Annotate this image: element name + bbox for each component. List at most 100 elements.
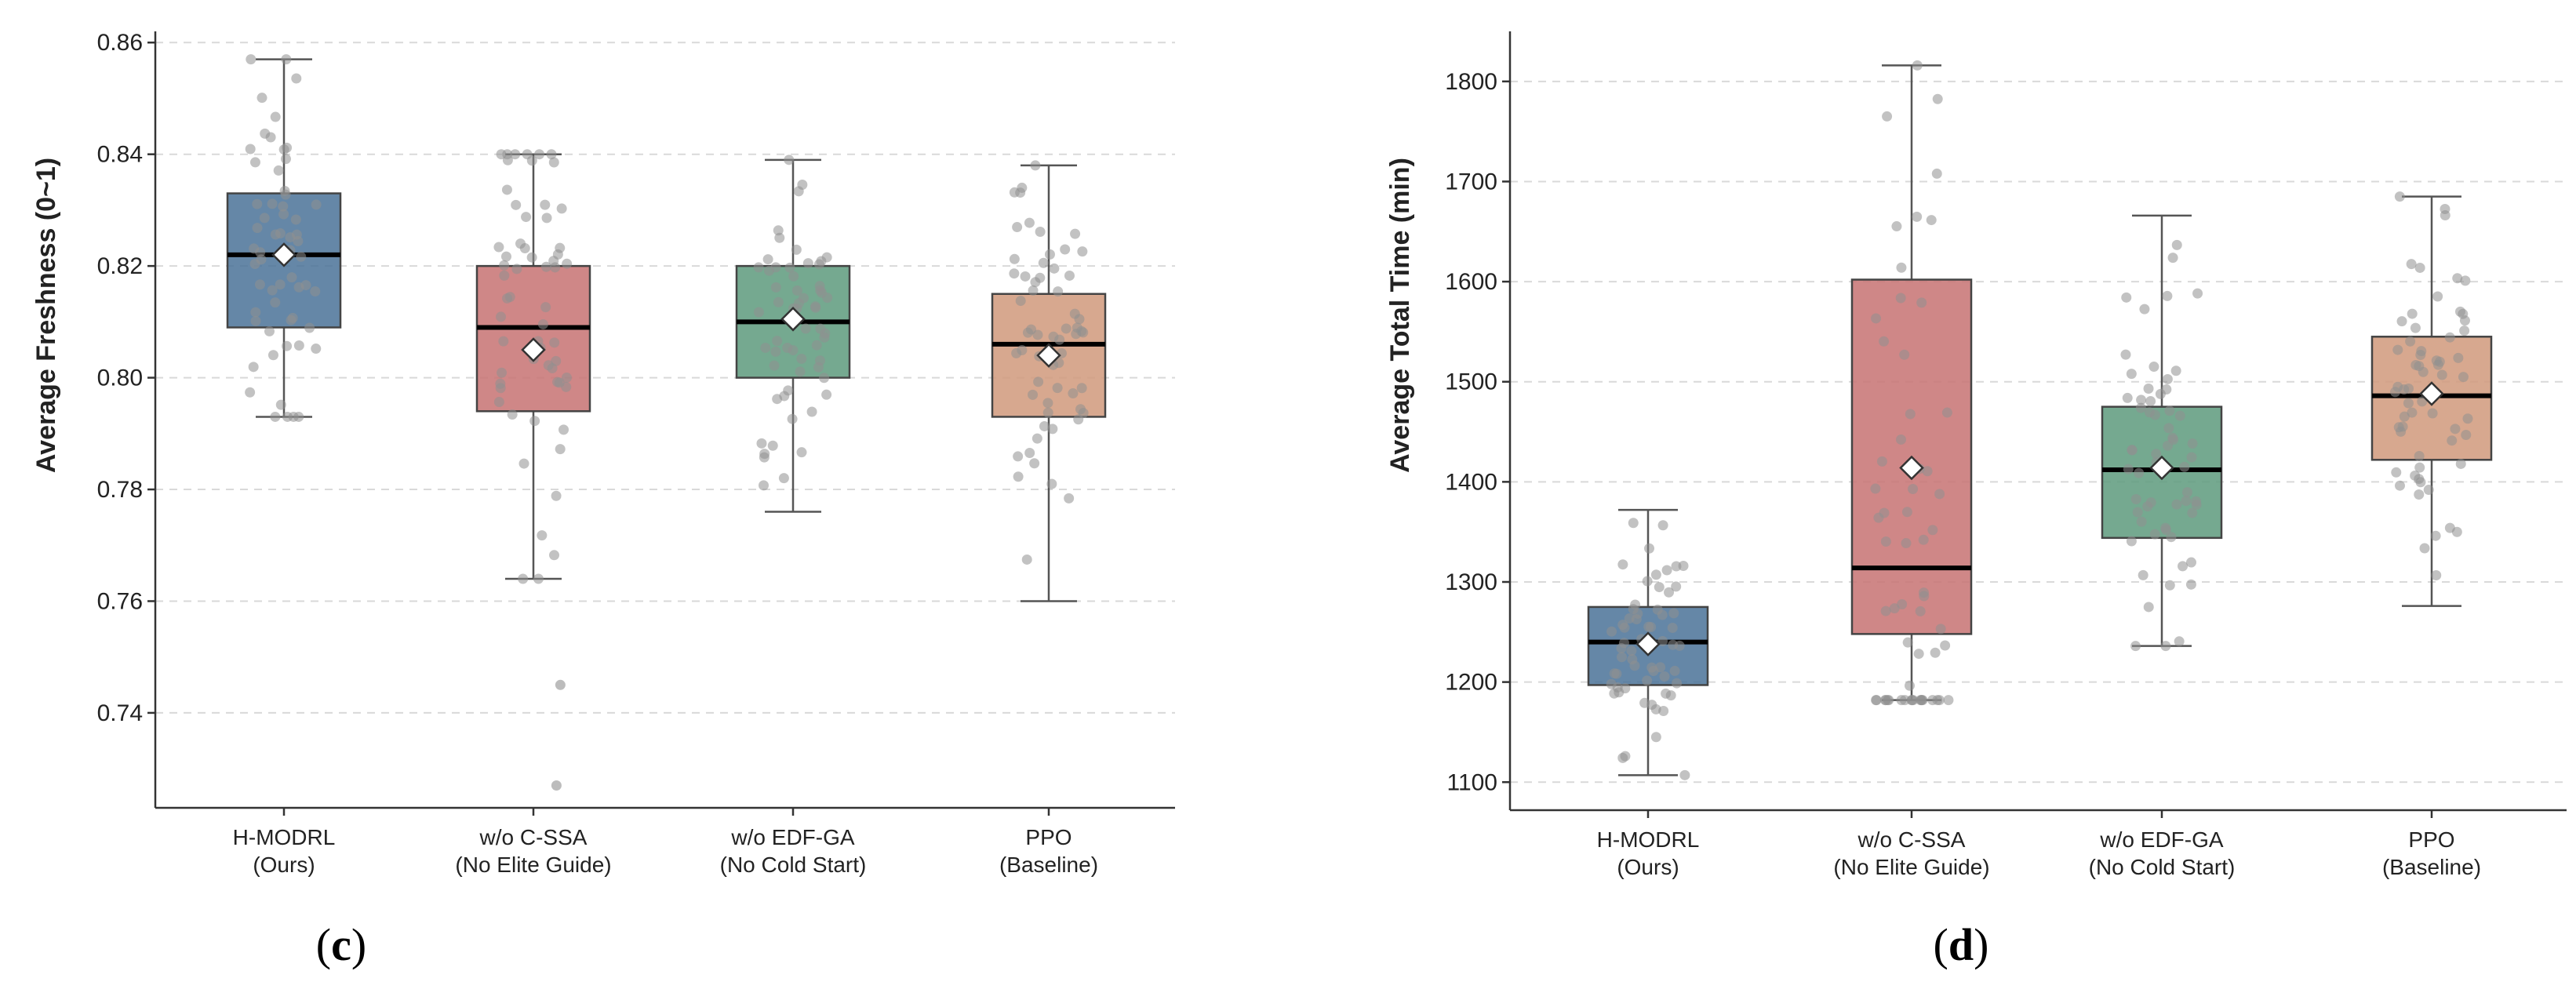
data-point — [759, 480, 770, 491]
data-point — [2432, 291, 2443, 302]
y-axis-title: Average Total Time (min) — [1385, 158, 1415, 473]
data-point — [546, 149, 557, 160]
data-point — [2178, 561, 2189, 572]
data-point — [2149, 529, 2160, 540]
y-tick-label: 0.76 — [97, 588, 143, 614]
data-point — [280, 154, 291, 165]
data-point — [1617, 620, 1628, 631]
data-point — [1611, 668, 1622, 679]
data-point — [2160, 524, 2171, 535]
data-point — [282, 142, 293, 153]
data-point — [1012, 222, 1023, 233]
data-point — [280, 189, 291, 200]
data-point — [1021, 554, 1032, 565]
data-point — [2431, 569, 2442, 580]
data-point — [495, 378, 506, 389]
y-tick-label: 0.86 — [97, 30, 143, 56]
data-point — [2393, 422, 2404, 433]
data-point — [800, 323, 811, 334]
data-point — [796, 353, 807, 364]
data-point — [498, 336, 509, 347]
data-point — [1935, 624, 1946, 634]
data-point — [275, 279, 286, 290]
box-group — [226, 54, 342, 422]
data-point — [1009, 253, 1020, 264]
jitter-points — [2390, 191, 2473, 580]
data-point — [1871, 313, 1882, 324]
data-point — [287, 312, 298, 323]
jitter-points — [2120, 239, 2203, 652]
data-point — [1930, 647, 1941, 658]
data-point — [798, 293, 809, 304]
data-point — [1927, 525, 1938, 536]
data-point — [2444, 332, 2455, 343]
data-point — [1880, 605, 1891, 616]
data-point — [537, 530, 548, 541]
data-point — [1013, 451, 1024, 462]
data-point — [285, 232, 296, 243]
data-point — [1905, 680, 1916, 691]
data-point — [2423, 485, 2434, 496]
data-point — [540, 199, 551, 210]
data-point — [2123, 464, 2134, 475]
data-point — [1672, 678, 1683, 689]
data-point — [2415, 349, 2426, 360]
data-point — [2130, 493, 2141, 504]
data-point — [2126, 369, 2137, 380]
data-point — [2186, 452, 2197, 463]
data-point — [1628, 518, 1639, 529]
data-point — [1916, 297, 1927, 308]
mean-marker — [2149, 455, 2174, 481]
data-point — [510, 149, 521, 160]
data-point — [1029, 458, 1040, 469]
data-point — [2162, 290, 2173, 301]
data-point — [496, 149, 507, 160]
data-point — [813, 259, 824, 270]
x-category-label: PPO — [1025, 825, 1072, 849]
data-point — [1931, 168, 1942, 179]
data-point — [1897, 599, 1908, 610]
data-point — [556, 203, 567, 214]
data-point — [2120, 349, 2131, 360]
data-point — [1626, 645, 1637, 656]
data-point — [2453, 352, 2464, 363]
data-point — [493, 242, 504, 253]
data-point — [2148, 362, 2159, 373]
data-point — [2170, 365, 2181, 376]
data-point — [2460, 275, 2471, 286]
data-point — [293, 411, 304, 422]
data-point — [1657, 609, 1668, 620]
data-point — [753, 307, 764, 318]
data-point — [511, 264, 522, 275]
data-point — [2181, 487, 2192, 498]
data-point — [554, 377, 565, 388]
data-point — [1918, 534, 1929, 545]
data-point — [1880, 695, 1891, 706]
box-group — [1850, 60, 1973, 706]
data-point — [1024, 217, 1035, 228]
data-point — [2185, 579, 2196, 590]
data-point — [555, 242, 566, 253]
data-point — [1908, 483, 1919, 494]
data-point — [783, 385, 794, 396]
data-point — [778, 473, 789, 484]
data-point — [507, 409, 518, 420]
box-group — [2101, 214, 2223, 652]
data-point — [2174, 410, 2185, 421]
panel-d-total-time-boxplot: 1100 1200 1300 1400 1500 1600 1700 1800 H-MODRL… — [1385, 31, 2567, 970]
data-point — [2455, 458, 2466, 469]
data-point — [773, 225, 784, 236]
data-point — [2430, 530, 2441, 541]
data-point — [1030, 160, 1041, 171]
data-point — [248, 362, 259, 373]
data-point — [1617, 559, 1628, 570]
data-point — [2132, 507, 2143, 518]
data-point — [2181, 496, 2192, 507]
data-point — [2406, 259, 2417, 270]
data-point — [773, 296, 784, 307]
data-point — [2143, 384, 2154, 395]
data-point — [2171, 239, 2182, 250]
data-point — [821, 389, 832, 400]
data-point — [1891, 221, 1902, 232]
data-point — [1654, 582, 1665, 593]
